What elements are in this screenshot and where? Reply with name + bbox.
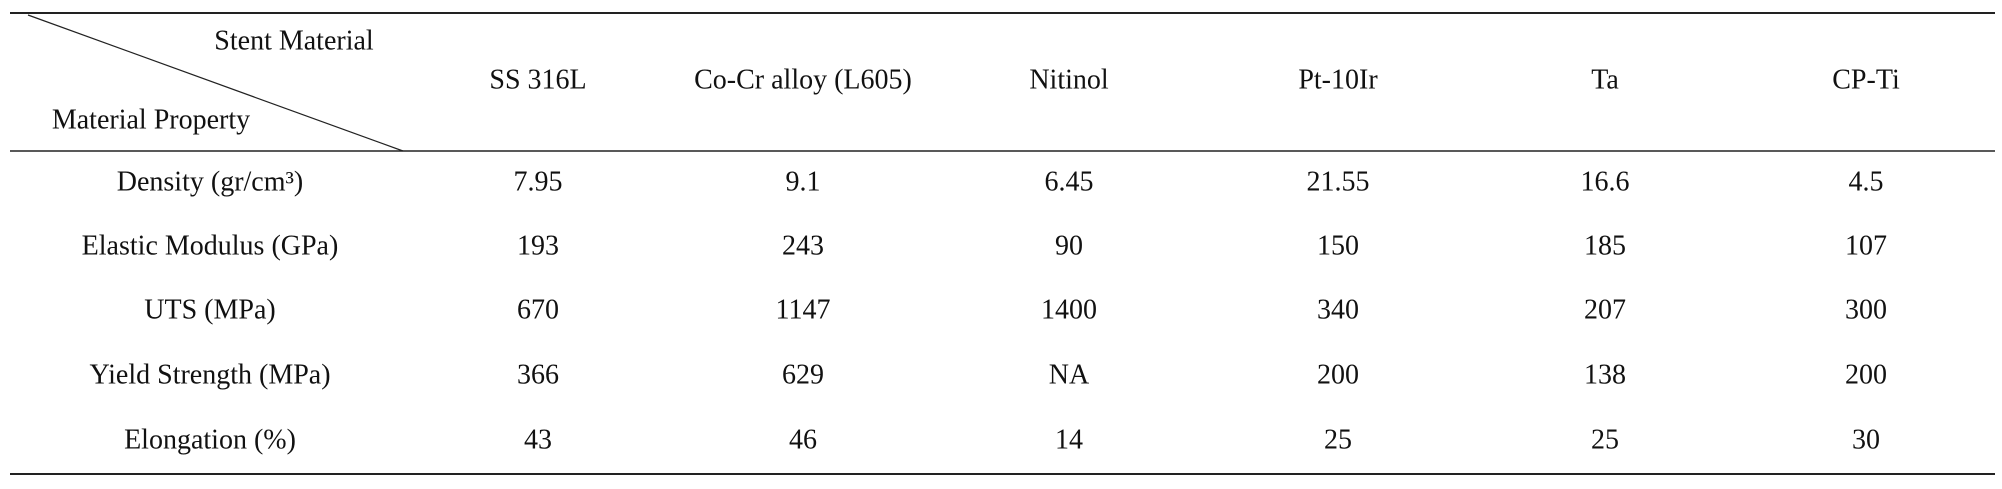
cell: 43: [524, 424, 552, 455]
cell: NA: [1049, 359, 1090, 390]
cell: 16.6: [1581, 166, 1630, 197]
cell: 207: [1584, 294, 1626, 325]
cell: 30: [1852, 424, 1880, 455]
cell: 366: [517, 359, 559, 390]
row-label: Elongation (%): [124, 424, 296, 455]
cell: 243: [782, 230, 824, 261]
row-label: Elastic Modulus (GPa): [82, 230, 339, 261]
cell: 25: [1324, 424, 1352, 455]
cell: 6.45: [1045, 166, 1094, 197]
cell: 90: [1055, 230, 1083, 261]
column-header: Pt-10Ir: [1298, 64, 1378, 95]
row-label: Density (gr/cm³): [117, 166, 303, 197]
cell: 1400: [1041, 294, 1097, 325]
cell: 185: [1584, 230, 1626, 261]
column-header: Nitinol: [1029, 64, 1109, 95]
cell: 21.55: [1307, 166, 1370, 197]
cell: 9.1: [786, 166, 821, 197]
cell: 300: [1845, 294, 1887, 325]
cell: 7.95: [514, 166, 563, 197]
cell: 14: [1055, 424, 1083, 455]
cell: 200: [1845, 359, 1887, 390]
cell: 629: [782, 359, 824, 390]
column-header: Ta: [1591, 64, 1619, 95]
cell: 138: [1584, 359, 1626, 390]
cell: 107: [1845, 230, 1887, 261]
row-label: Yield Strength (MPa): [89, 359, 330, 390]
cell: 25: [1591, 424, 1619, 455]
cell: 1147: [776, 294, 831, 325]
cell: 340: [1317, 294, 1359, 325]
column-header: Co-Cr alloy (L605): [694, 64, 912, 95]
cell: 150: [1317, 230, 1359, 261]
cell: 193: [517, 230, 559, 261]
cell: 4.5: [1849, 166, 1884, 197]
column-header: CP-Ti: [1832, 64, 1900, 95]
corner-diagonal: [27, 14, 404, 152]
corner-top-label: Stent Material: [214, 25, 374, 56]
cell: 46: [789, 424, 817, 455]
corner-bottom-label: Material Property: [52, 104, 250, 135]
cell: 200: [1317, 359, 1359, 390]
column-header: SS 316L: [489, 64, 586, 95]
row-label: UTS (MPa): [144, 294, 275, 325]
cell: 670: [517, 294, 559, 325]
